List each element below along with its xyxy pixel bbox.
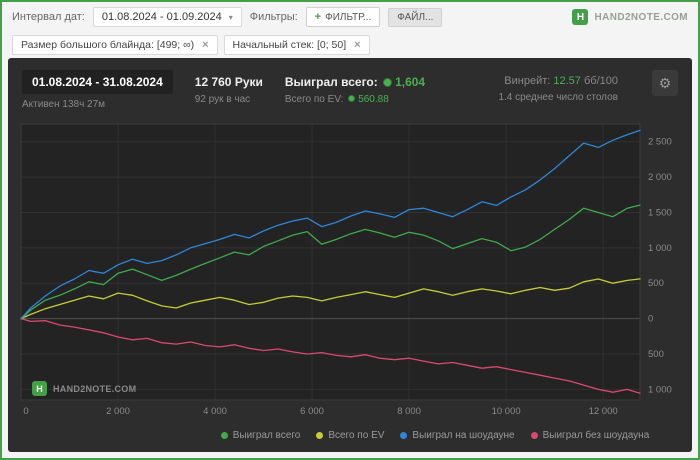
legend-item-3[interactable]: Выиграл без шоудауна [530, 429, 650, 441]
series-line-2 [20, 129, 641, 320]
y-tick-label: 1 500 [648, 207, 672, 218]
add-filter-label: ФИЛЬТР... [325, 11, 372, 23]
legend-dot-icon [530, 431, 538, 439]
winnings-col: Выиграл всего: 1,604 Всего по EV: 560.88 [285, 70, 425, 105]
legend-label: Выиграл на шоудауне [412, 429, 515, 441]
legend-dot-icon [316, 431, 324, 439]
winrate-col: Винрейт: 12.57 бб/100 1.4 среднее число … [498, 70, 618, 103]
y-tick-label: 500 [648, 278, 664, 289]
x-tick-label: 12 000 [589, 406, 618, 417]
filters-label: Фильтры: [249, 11, 298, 23]
file-button[interactable]: ФАЙЛ... [388, 7, 443, 27]
winrate-unit: бб/100 [583, 75, 618, 87]
hands-count: 12 760 Руки [194, 75, 263, 89]
report-panel: 01.08.2024 - 31.08.2024 Активен 138ч 27м… [8, 58, 692, 452]
legend-item-0[interactable]: Выиграл всего [220, 429, 301, 441]
tables-average: 1.4 среднее число столов [498, 92, 618, 103]
legend-item-2[interactable]: Выиграл на шоудауне [400, 429, 515, 441]
plot-background [21, 124, 640, 400]
close-icon[interactable]: × [354, 38, 361, 51]
chevron-down-icon: ▾ [228, 12, 233, 22]
won-total: Выиграл всего: 1,604 [285, 70, 425, 89]
x-tick-label: 0 [23, 406, 28, 417]
winrate-value: 12.57 [553, 75, 581, 87]
legend-label: Всего по EV [328, 429, 385, 441]
series-line-3 [20, 317, 641, 394]
x-tick-label: 6 000 [300, 406, 324, 417]
add-filter-button[interactable]: + ФИЛЬТР... [305, 7, 381, 27]
date-range-value: 01.08.2024 - 01.09.2024 [101, 11, 222, 23]
topbar: Интервал дат: 01.08.2024 - 01.09.2024 ▾ … [2, 2, 698, 32]
y-tick-label: 1 000 [648, 384, 672, 395]
legend-label: Выиграл без шоудауна [542, 429, 650, 441]
close-icon[interactable]: × [202, 38, 209, 51]
ev-value: 560.88 [358, 94, 389, 105]
series-line-0 [20, 204, 641, 320]
date-range-select[interactable]: 01.08.2024 - 01.09.2024 ▾ [92, 7, 242, 27]
hand2note-logo-icon: H [572, 9, 589, 25]
brand-text: HAND2NOTE.COM [594, 11, 688, 23]
legend-item-1[interactable]: Всего по EV [316, 430, 384, 441]
legend-label: Выиграл всего [232, 429, 301, 441]
hands-per-hour: 92 рук в час [194, 94, 251, 105]
active-time: Активен 138ч 27м [22, 99, 106, 110]
y-tick-label: 2 500 [648, 137, 672, 148]
hands-col: 12 760 Руки 92 рук в час [195, 70, 263, 105]
winrate-label: Винрейт: [504, 75, 551, 87]
filter-chips-row: Размер большого блайнда: [499; ∞) × Нача… [2, 32, 698, 58]
chart-area: 0 2 000 4 000 6 000 8 000 10 000 12 000 2 500 2 … [20, 118, 680, 424]
report-date-range: 01.08.2024 - 31.08.2024 [22, 70, 173, 94]
brand: H HAND2NOTE.COM [572, 9, 688, 25]
filter-chip-label: Начальный стек: [0; 50] [232, 39, 347, 51]
filter-chip-label: Размер большого блайнда: [499; ∞) [21, 39, 195, 51]
x-tick-label: 8 000 [397, 406, 421, 417]
chart-legend: Выиграл всего Всего по EV Выиграл на шоуда… [8, 424, 692, 446]
plus-icon: + [314, 11, 322, 23]
settings-gear-icon[interactable]: ⚙ [652, 70, 678, 96]
bigblind-icon [348, 95, 356, 102]
plot-frame [20, 123, 641, 401]
ev-total: Всего по EV: 560.88 [285, 94, 425, 105]
report-header: 01.08.2024 - 31.08.2024 Активен 138ч 27м… [8, 58, 692, 118]
legend-dot-icon [220, 431, 228, 439]
file-button-label: ФАЙЛ... [397, 11, 434, 23]
interval-label: Интервал дат: [12, 11, 85, 23]
y-tick-label: 1 000 [648, 243, 672, 254]
bigblind-icon [383, 78, 393, 87]
x-tick-label: 10 000 [492, 406, 521, 417]
series-line-1 [20, 278, 641, 320]
y-tick-label: 0 [648, 314, 653, 325]
won-value: 1,604 [395, 75, 426, 89]
report-date-col: 01.08.2024 - 31.08.2024 Активен 138ч 27м [22, 70, 173, 110]
filter-chip-bigblind[interactable]: Размер большого блайнда: [499; ∞) × [12, 35, 218, 55]
filter-chip-stack[interactable]: Начальный стек: [0; 50] × [223, 35, 370, 55]
x-tick-label: 2 000 [106, 406, 130, 417]
y-tick-label: 2 000 [648, 172, 672, 183]
x-tick-label: 4 000 [203, 406, 227, 417]
winrate-row: Винрейт: 12.57 бб/100 [498, 75, 618, 87]
y-tick-label: 500 [648, 349, 664, 360]
report-date-text: 01.08.2024 - 31.08.2024 [32, 75, 163, 89]
legend-dot-icon [400, 431, 408, 439]
won-label: Выиграл всего: [284, 75, 378, 89]
ev-label: Всего по EV: [284, 94, 344, 105]
winnings-chart[interactable]: 0 2 000 4 000 6 000 8 000 10 000 12 000 2 500 2 … [20, 118, 680, 424]
